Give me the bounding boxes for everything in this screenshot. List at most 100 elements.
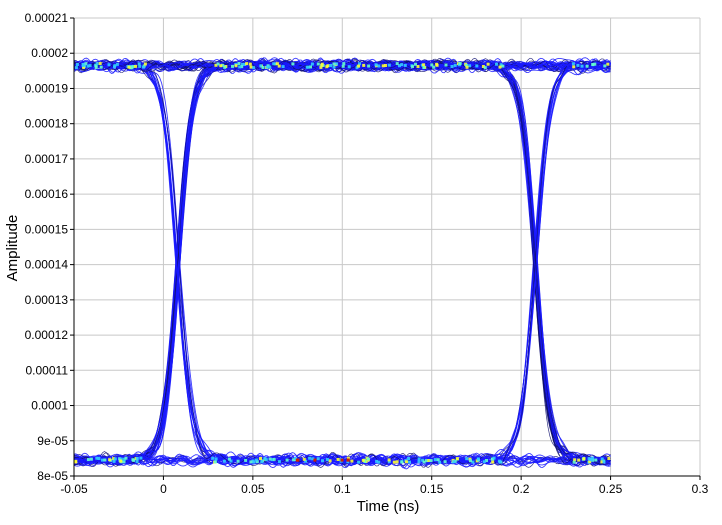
density-point [131, 65, 135, 68]
density-point [134, 64, 138, 68]
density-point [590, 458, 594, 462]
density-point [468, 64, 472, 68]
density-point [127, 65, 131, 69]
density-point [572, 460, 576, 464]
density-point [498, 65, 502, 69]
y-tick-label: 9e-05 [37, 434, 68, 448]
y-tick-label: 0.00017 [25, 152, 69, 166]
density-point [265, 65, 269, 69]
density-point [395, 460, 399, 464]
density-point [336, 458, 340, 461]
density-point [237, 62, 241, 65]
density-point [591, 456, 595, 460]
x-tick-label: 0.25 [599, 482, 623, 496]
density-point [499, 63, 503, 67]
density-point [358, 62, 361, 66]
density-point [588, 457, 592, 461]
density-point [241, 62, 244, 66]
density-point [221, 63, 225, 67]
density-point [135, 457, 139, 460]
density-point [213, 460, 217, 464]
density-point [214, 63, 218, 67]
density-point [600, 460, 604, 464]
density-point [88, 64, 92, 68]
density-point [468, 457, 472, 461]
density-point [362, 63, 366, 67]
density-point [304, 459, 308, 463]
density-point [400, 63, 404, 67]
y-tick-label: 0.00015 [25, 222, 69, 236]
density-point [259, 457, 262, 460]
density-point [229, 459, 233, 463]
density-point [142, 65, 145, 69]
density-point [469, 459, 472, 463]
density-point [122, 460, 126, 464]
eye-trace [73, 452, 611, 468]
density-point [332, 62, 336, 66]
density-point [580, 64, 584, 68]
density-point [216, 62, 220, 66]
density-point [139, 456, 143, 460]
density-point [375, 459, 379, 463]
density-point [137, 62, 141, 66]
density-point [444, 63, 448, 67]
density-point [572, 65, 576, 69]
density-point [219, 64, 223, 68]
x-tick-label: 0.3 [692, 482, 709, 496]
density-point [465, 65, 469, 69]
density-point [112, 459, 116, 463]
density-point [416, 65, 420, 68]
density-point [361, 458, 365, 462]
tick-layer: 8e-05 9e-05 0.0001 0.00011 0.00012 0.00013 0.0… [25, 11, 709, 496]
density-point [357, 460, 361, 464]
density-point [577, 458, 581, 462]
density-point [252, 66, 256, 70]
y-tick-label: 8e-05 [37, 469, 68, 483]
density-point [400, 460, 404, 464]
density-point [316, 457, 320, 461]
density-point [403, 63, 407, 67]
density-point [607, 457, 611, 460]
density-point [321, 459, 324, 463]
density-point [281, 65, 285, 69]
density-point [332, 65, 336, 69]
density-point [475, 64, 479, 68]
density-point [259, 64, 263, 68]
density-point [422, 460, 426, 464]
density-point [234, 64, 238, 68]
eye-trace [73, 59, 611, 73]
density-point [277, 460, 281, 464]
density-point [395, 62, 399, 66]
eye-trace [73, 59, 611, 465]
density-point [249, 65, 253, 69]
density-point [497, 459, 501, 463]
density-point [97, 457, 101, 460]
density-point [94, 64, 98, 68]
density-point [450, 65, 454, 68]
density-point [452, 460, 456, 464]
density-point [74, 460, 78, 464]
density-point [95, 456, 99, 460]
density-point [84, 62, 88, 66]
density-point [113, 457, 117, 461]
density-point [374, 63, 378, 67]
density-point [455, 457, 459, 461]
density-point [387, 458, 391, 462]
density-point [606, 62, 610, 66]
density-point [82, 65, 85, 69]
density-point [582, 457, 586, 461]
density-point [481, 65, 485, 68]
density-point [86, 458, 90, 462]
y-tick-label: 0.00013 [25, 293, 69, 307]
density-point [438, 460, 442, 464]
density-point [325, 65, 329, 69]
density-peak-point [296, 458, 300, 462]
x-tick-label: 0 [160, 482, 167, 496]
density-point [118, 457, 122, 461]
density-layer [74, 62, 611, 464]
x-axis-label: Time (ns) [357, 498, 420, 515]
density-point [443, 460, 447, 464]
eye-trace [73, 59, 611, 466]
density-point [471, 460, 475, 464]
